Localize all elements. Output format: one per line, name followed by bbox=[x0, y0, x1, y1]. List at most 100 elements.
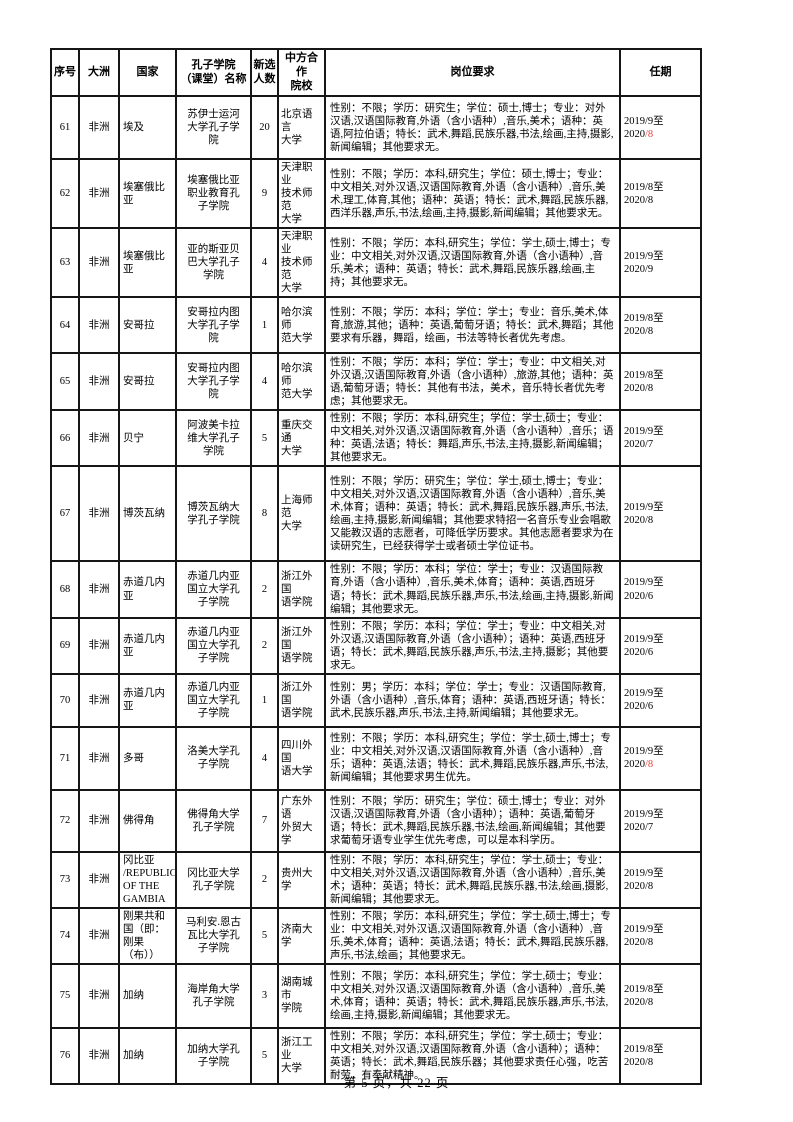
table-row: 68 非洲 赤道几内 亚 赤道几内亚 国立大学孔 子学院 2 浙江外国 语学院 … bbox=[50, 560, 702, 619]
cell-requirements: 性别：不限；学历：研究生；学位：学士,硕士,博士；专业：中文相关,对外汉语,汉语… bbox=[324, 465, 621, 563]
cell-term: 2019/8至 2020/8 bbox=[619, 158, 702, 230]
term-end: 2020/8 bbox=[624, 514, 654, 526]
table-row: 76 非洲 加纳 加纳大学孔 子学院 5 浙江工业 大学 性别：不限；学历：本科… bbox=[50, 1026, 702, 1085]
term-end: 2020/7 bbox=[624, 821, 654, 833]
term-end: 2020/8 bbox=[624, 1056, 654, 1068]
page-number: 第 5 页，共 22 页 bbox=[343, 1076, 450, 1090]
cell-continent: 非洲 bbox=[78, 672, 120, 728]
cell-index: 68 bbox=[50, 560, 80, 619]
cell-country: 多哥 bbox=[118, 725, 177, 791]
cell-continent: 非洲 bbox=[78, 409, 120, 468]
cell-requirements: 性别：不限；学历：本科,研究生；学位：学士,硕士；专业：中文相关,对外汉语,汉语… bbox=[324, 1026, 621, 1085]
table-row: 66 非洲 贝宁 阿波美卡拉 维大学孔子 学院 5 重庆交通 大学 性别：不限；… bbox=[50, 409, 702, 468]
cell-institute: 加纳大学孔 子学院 bbox=[175, 1026, 252, 1085]
cell-country: 安哥拉 bbox=[118, 296, 177, 355]
cell-country: 加纳 bbox=[118, 1026, 177, 1085]
term-end: 2020/6 bbox=[624, 701, 654, 713]
term-start: 2019/9至 bbox=[624, 633, 664, 645]
cell-partner: 湖南城市 学院 bbox=[277, 962, 326, 1029]
term-start: 2019/8至 bbox=[624, 181, 664, 193]
cell-term: 2019/9至 2020/6 bbox=[619, 616, 702, 675]
term-start: 2019/8至 bbox=[624, 983, 664, 995]
term-end-red: /8 bbox=[645, 759, 654, 771]
cell-term: 2019/9至 2020/8 bbox=[619, 850, 702, 909]
cell-continent: 非洲 bbox=[78, 725, 120, 791]
column-header-partner: 中方合作 院校 bbox=[277, 47, 326, 98]
cell-index: 70 bbox=[50, 672, 80, 728]
cell-partner: 济南大学 bbox=[277, 906, 326, 965]
cell-country: 赤道几内 亚 bbox=[118, 616, 177, 675]
term-start: 2019/9至 bbox=[624, 250, 664, 262]
cell-requirements: 性别：不限；学历：本科,研究生；学位：学士,硕士,博士；专业：中文相关,对外汉语… bbox=[324, 906, 621, 965]
table-row: 61 非洲 埃及 苏伊士运河 大学孔子学 院 20 北京语言 大学 性别：不限；… bbox=[50, 95, 702, 161]
cell-country: 埃及 bbox=[118, 95, 177, 161]
cell-index: 72 bbox=[50, 788, 80, 853]
cell-institute: 佛得角大学 孔子学院 bbox=[175, 788, 252, 853]
cell-term: 2019/9至 2020/8 bbox=[619, 906, 702, 965]
cell-institute: 赤道几内亚 国立大学孔 子学院 bbox=[175, 560, 252, 619]
column-header-institute: 孔子学院 （课堂）名称 bbox=[175, 47, 252, 98]
cell-index: 64 bbox=[50, 296, 80, 355]
table-row: 67 非洲 博茨瓦纳 博茨瓦纳大 学孔子学院 8 上海师范 大学 性别：不限；学… bbox=[50, 465, 702, 563]
cell-index: 62 bbox=[50, 158, 80, 230]
cell-term: 2019/9至 2020/8 bbox=[619, 95, 702, 161]
cell-institute: 博茨瓦纳大 学孔子学院 bbox=[175, 465, 252, 563]
cell-requirements: 性别：不限；学历：本科,研究生；学位：学士,硕士,博士；专业：中文相关,对外汉语… bbox=[324, 227, 621, 299]
cell-partner: 天津职业 技术师范 大学 bbox=[277, 227, 326, 299]
table-row: 69 非洲 赤道几内 亚 赤道几内亚 国立大学孔 子学院 2 浙江外国 语学院 … bbox=[50, 616, 702, 675]
cell-count: 1 bbox=[250, 296, 279, 355]
cell-country: 埃塞俄比 亚 bbox=[118, 158, 177, 230]
cell-country: 贝宁 bbox=[118, 409, 177, 468]
cell-term: 2019/9至 2020/7 bbox=[619, 409, 702, 468]
cell-country: 安哥拉 bbox=[118, 352, 177, 412]
table-row: 63 非洲 埃塞俄比 亚 亚的斯亚贝 巴大学孔子 学院 4 天津职业 技术师范 … bbox=[50, 227, 702, 299]
cell-institute: 马利安.恩古 瓦比大学孔 子学院 bbox=[175, 906, 252, 965]
cell-requirements: 性别：不限；学历：本科,研究生；学位：硕士,博士；专业：中文相关,对外汉语,汉语… bbox=[324, 158, 621, 230]
term-end: 2020/8 bbox=[624, 996, 654, 1008]
cell-requirements: 性别：不限；学历：本科,研究生；学位：学士,硕士；专业：中文相关,对外汉语,汉语… bbox=[324, 850, 621, 909]
cell-partner: 重庆交通 大学 bbox=[277, 409, 326, 468]
cell-requirements: 性别：不限；学历：本科；学位：学士；专业：中文相关,对外汉语,汉语国际教育,外语… bbox=[324, 616, 621, 675]
cell-requirements: 性别：不限；学历：本科；学位：学士；专业：中文相关,对外汉语,汉语国际教育,外语… bbox=[324, 352, 621, 412]
cell-partner: 浙江工业 大学 bbox=[277, 1026, 326, 1085]
cell-index: 76 bbox=[50, 1026, 80, 1085]
table-row: 73 非洲 冈比亚 /REPUBLIC OF THE GAMBIA 冈比亚大学 … bbox=[50, 850, 702, 909]
cell-term: 2019/8至 2020/8 bbox=[619, 962, 702, 1029]
cell-institute: 洛美大学孔 子学院 bbox=[175, 725, 252, 791]
cell-continent: 非洲 bbox=[78, 616, 120, 675]
table-row: 74 非洲 刚果共和 国（即： 刚果 （布）） 马利安.恩古 瓦比大学孔 子学院… bbox=[50, 906, 702, 965]
term-start: 2019/9至 bbox=[624, 746, 664, 758]
cell-country: 赤道几内 亚 bbox=[118, 560, 177, 619]
term-start: 2019/9至 bbox=[624, 867, 664, 879]
cell-institute: 亚的斯亚贝 巴大学孔子 学院 bbox=[175, 227, 252, 299]
cell-count: 2 bbox=[250, 616, 279, 675]
term-end: 2020/8 bbox=[624, 326, 654, 338]
cell-continent: 非洲 bbox=[78, 296, 120, 355]
cell-partner: 浙江外国 语学院 bbox=[277, 560, 326, 619]
term-start: 2019/9至 bbox=[624, 115, 664, 127]
cell-requirements: 性别：不限；学历：研究生；学位：硕士,博士；专业：对外汉语,汉语国际教育,外语（… bbox=[324, 788, 621, 853]
cell-institute: 海岸角大学 孔子学院 bbox=[175, 962, 252, 1029]
cell-term: 2019/8至 2020/8 bbox=[619, 352, 702, 412]
term-end: 2020/8 bbox=[624, 382, 654, 394]
column-header-index: 序号 bbox=[50, 47, 80, 98]
term-end: 2020/7 bbox=[624, 439, 654, 451]
term-end-red: /8 bbox=[645, 128, 654, 140]
column-header-continent: 大洲 bbox=[78, 47, 120, 98]
term-start: 2019/9至 bbox=[624, 501, 664, 513]
term-start: 2019/8至 bbox=[624, 369, 664, 381]
cell-institute: 安哥拉内图 大学孔子学 院 bbox=[175, 296, 252, 355]
column-header-count: 新选 人数 bbox=[250, 47, 279, 98]
cell-term: 2019/9至 2020/6 bbox=[619, 672, 702, 728]
table-row: 62 非洲 埃塞俄比 亚 埃塞俄比亚 职业教育孔 子学院 9 天津职业 技术师范… bbox=[50, 158, 702, 230]
cell-institute: 阿波美卡拉 维大学孔子 学院 bbox=[175, 409, 252, 468]
table-body: 61 非洲 埃及 苏伊士运河 大学孔子学 院 20 北京语言 大学 性别：不限；… bbox=[50, 95, 702, 1085]
cell-country: 冈比亚 /REPUBLIC OF THE GAMBIA bbox=[118, 850, 177, 909]
cell-continent: 非洲 bbox=[78, 465, 120, 563]
table-row: 71 非洲 多哥 洛美大学孔 子学院 4 四川外国 语大学 性别：不限；学历：本… bbox=[50, 725, 702, 791]
cell-partner: 浙江外国 语学院 bbox=[277, 672, 326, 728]
cell-count: 2 bbox=[250, 850, 279, 909]
table-row: 64 非洲 安哥拉 安哥拉内图 大学孔子学 院 1 哈尔滨师 范大学 性别：不限… bbox=[50, 296, 702, 355]
term-end: 2020/6 bbox=[624, 646, 654, 658]
